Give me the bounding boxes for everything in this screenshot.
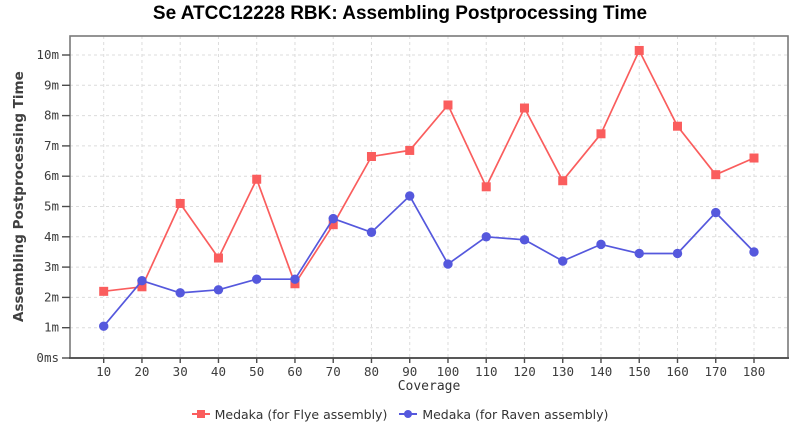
x-tick-label: 10 — [96, 364, 111, 379]
data-point-marker — [672, 248, 683, 259]
data-point-marker — [366, 152, 376, 162]
data-point-marker — [519, 235, 530, 245]
y-tick-label: 4m — [44, 229, 59, 244]
data-point-marker — [213, 285, 224, 295]
data-point-marker — [672, 121, 682, 131]
data-point-marker — [443, 100, 453, 110]
y-tick-label: 2m — [44, 289, 59, 304]
data-point-marker — [558, 176, 568, 186]
x-tick-label: 20 — [134, 364, 149, 379]
x-tick-label: 120 — [513, 364, 536, 379]
data-point-marker — [137, 282, 147, 292]
series-line-medaka-for-raven-assembly — [103, 195, 755, 327]
data-point-marker — [99, 286, 109, 296]
legend-item-medaka-for-raven-assembly: Medaka (for Raven assembly) — [399, 407, 608, 422]
data-point-marker — [175, 198, 185, 208]
legend-label: Medaka (for Flye assembly) — [214, 406, 388, 422]
plot-background — [70, 36, 788, 358]
legend-label: Medaka (for Raven assembly) — [422, 406, 609, 422]
y-tick-label: 8m — [44, 108, 59, 123]
data-point-marker — [634, 248, 644, 259]
x-tick-label: 150 — [628, 364, 651, 379]
series-line-medaka-for-flye-assembly — [103, 49, 755, 293]
x-axis-title: Coverage — [397, 379, 461, 394]
x-tick-label: 160 — [666, 364, 689, 379]
tick-labels: 0ms 1m 2m 3m 4m 5m 6m 7m 8m 9m 10m 10 20 30 40 50 60 70 80… — [36, 47, 765, 379]
data-point-marker — [175, 288, 185, 298]
data-point-marker — [213, 253, 223, 263]
y-tick-label: 10m — [36, 47, 59, 62]
series-medaka-for-raven-assembly — [99, 191, 759, 331]
data-point-marker — [519, 103, 529, 113]
data-point-marker — [749, 153, 759, 163]
data-point-marker — [290, 274, 300, 284]
data-point-marker — [481, 232, 491, 242]
x-tick-label: 180 — [743, 364, 766, 379]
data-point-marker — [252, 174, 262, 184]
data-point-marker — [252, 274, 262, 284]
data-point-marker — [481, 182, 491, 192]
x-tick-label: 130 — [551, 364, 574, 379]
legend-square-marker-icon — [191, 409, 210, 419]
x-tick-label: 170 — [704, 364, 727, 379]
data-point-marker — [558, 256, 568, 266]
y-tick-label: 3m — [44, 259, 59, 274]
x-tick-label: 30 — [173, 364, 188, 379]
data-point-marker — [405, 145, 415, 155]
data-point-marker — [711, 207, 721, 218]
legend-circle-marker-icon — [399, 409, 418, 419]
y-tick-label: 6m — [44, 168, 59, 183]
x-tick-label: 70 — [326, 364, 341, 379]
data-point-marker — [749, 247, 759, 257]
data-point-marker — [137, 276, 147, 286]
data-point-marker — [405, 191, 415, 201]
data-point-marker — [443, 259, 453, 269]
data-point-marker — [596, 239, 606, 250]
data-point-marker — [634, 45, 644, 55]
data-point-marker — [596, 129, 606, 139]
x-tick-label: 50 — [249, 364, 264, 379]
x-tick-label: 40 — [211, 364, 226, 379]
legend: Medaka (for Flye assembly) Medaka (for Ra… — [0, 404, 800, 424]
data-point-marker — [711, 170, 721, 180]
data-point-marker — [366, 227, 377, 237]
x-tick-label: 110 — [475, 364, 498, 379]
x-tick-label: 90 — [402, 364, 417, 379]
y-tick-label: 1m — [44, 320, 59, 335]
y-tick-label: 5m — [44, 199, 59, 214]
tick-marks — [62, 54, 755, 363]
data-point-marker — [328, 213, 338, 224]
y-tick-label: 9m — [44, 77, 59, 92]
data-point-marker — [99, 321, 109, 331]
chart-title: Se ATCC12228 RBK: Assembling Postprocess… — [152, 3, 648, 24]
data-point-marker — [328, 220, 338, 230]
legend-item-medaka-for-flye-assembly: Medaka (for Flye assembly) — [191, 406, 388, 422]
x-tick-label: 60 — [287, 364, 302, 379]
x-tick-label: 140 — [590, 364, 613, 379]
x-tick-label: 100 — [437, 364, 460, 379]
x-tick-label: 80 — [364, 364, 379, 379]
y-tick-label: 0ms — [36, 350, 59, 365]
y-tick-label: 7m — [44, 138, 59, 153]
